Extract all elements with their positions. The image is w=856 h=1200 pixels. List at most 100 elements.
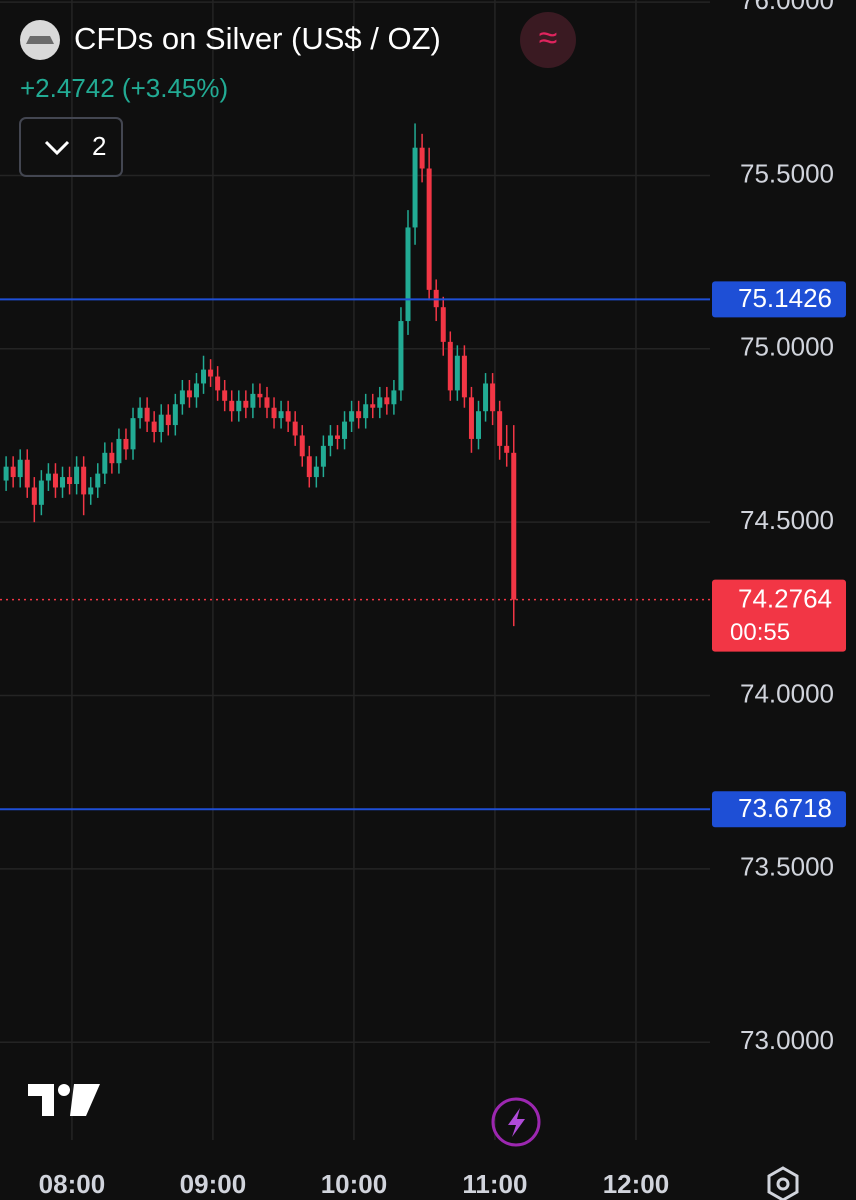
price-line-label-bg bbox=[712, 791, 846, 828]
candle-body bbox=[236, 400, 242, 412]
provider-badge bbox=[520, 12, 576, 68]
candle-body bbox=[208, 369, 214, 377]
provider-icon: ≈ bbox=[539, 19, 558, 57]
candle-body bbox=[363, 404, 369, 419]
candle-body bbox=[468, 397, 474, 439]
candle-body bbox=[165, 414, 171, 426]
candle-body bbox=[137, 407, 143, 419]
candles bbox=[3, 123, 517, 627]
candle-body bbox=[102, 452, 108, 474]
overlay: 75.1426 73.6718 74.2764 00:55 bbox=[0, 281, 846, 828]
candle-body bbox=[264, 397, 270, 408]
candle-body bbox=[356, 411, 362, 419]
candle-body bbox=[299, 435, 305, 457]
countdown: 00:55 bbox=[730, 619, 790, 646]
candle-body bbox=[186, 390, 192, 398]
candle-body bbox=[144, 407, 150, 422]
candle-body bbox=[454, 355, 460, 391]
candle-body bbox=[292, 421, 298, 436]
candle-body bbox=[172, 404, 178, 426]
candle-body bbox=[334, 435, 340, 439]
price-line-label-bg bbox=[712, 281, 846, 318]
candle-body bbox=[116, 438, 122, 464]
y-tick-label: 75.0000 bbox=[740, 332, 834, 362]
candle-body bbox=[17, 459, 23, 478]
candle-body bbox=[461, 355, 467, 398]
candle-body bbox=[405, 227, 411, 322]
candle-body bbox=[257, 393, 263, 398]
y-tick-label: 73.0000 bbox=[740, 1025, 834, 1055]
candle-body bbox=[3, 466, 9, 481]
x-tick-label: 08:00 bbox=[39, 1169, 106, 1199]
candle-body bbox=[306, 456, 312, 478]
candle-body bbox=[370, 404, 376, 408]
candle-body bbox=[511, 452, 517, 600]
candle-body bbox=[95, 473, 101, 488]
last-price-label-bg bbox=[712, 579, 846, 652]
candle-body bbox=[60, 477, 66, 488]
candle-body bbox=[74, 466, 80, 485]
lightning-icon bbox=[508, 1108, 525, 1137]
candle-body bbox=[504, 445, 510, 453]
price-change: +2.4742 (+3.45%) bbox=[20, 73, 228, 103]
x-tick-label: 11:00 bbox=[462, 1169, 527, 1199]
price-line-label: 73.6718 bbox=[738, 793, 832, 823]
candle-body bbox=[158, 414, 164, 433]
candle-body bbox=[320, 445, 326, 467]
candle-body bbox=[151, 421, 157, 433]
candle-body bbox=[313, 466, 319, 478]
x-tick-label: 12:00 bbox=[603, 1169, 670, 1199]
candle-body bbox=[440, 307, 446, 342]
candle-body bbox=[193, 383, 199, 398]
candle-body bbox=[384, 397, 390, 405]
candle-body bbox=[222, 390, 228, 401]
candle-body bbox=[349, 411, 355, 422]
candle-body bbox=[10, 466, 16, 478]
y-tick-label: 75.5000 bbox=[740, 158, 834, 188]
chart-title: CFDs on Silver (US$ / OZ) bbox=[74, 21, 441, 56]
candle-body bbox=[391, 390, 397, 405]
settings[interactable] bbox=[767, 1166, 799, 1200]
candle-body bbox=[419, 147, 425, 169]
candle-body bbox=[109, 452, 115, 464]
candle-body bbox=[38, 480, 44, 505]
candle-body bbox=[342, 421, 348, 439]
y-tick-label: 74.5000 bbox=[740, 505, 834, 535]
y-tick-label: 74.0000 bbox=[740, 678, 834, 708]
x-tick-label: 10:00 bbox=[321, 1169, 388, 1199]
x-tick-label: 09:00 bbox=[180, 1169, 247, 1199]
y-tick-label: 73.5000 bbox=[740, 852, 834, 882]
chevron bbox=[44, 140, 70, 156]
candle-body bbox=[447, 341, 453, 391]
candle-body bbox=[412, 147, 418, 228]
candle-body bbox=[88, 487, 94, 495]
candle-body bbox=[327, 435, 333, 446]
candle-body bbox=[426, 168, 432, 290]
candle-body bbox=[201, 369, 207, 384]
candle-body bbox=[81, 466, 87, 495]
candle-body bbox=[67, 477, 73, 485]
candle-body bbox=[243, 400, 249, 408]
candle-body bbox=[377, 397, 383, 408]
y-tick-label: 76.0000 bbox=[740, 0, 834, 15]
candle-body bbox=[271, 407, 277, 419]
candle-body bbox=[398, 321, 404, 391]
tv-logo bbox=[28, 1084, 100, 1116]
candle-body bbox=[229, 400, 235, 412]
candle-body bbox=[52, 473, 58, 488]
indicators-toggle[interactable] bbox=[19, 117, 123, 177]
quick-trade[interactable] bbox=[491, 1097, 541, 1147]
candle-body bbox=[130, 418, 136, 450]
grid bbox=[0, 0, 710, 1140]
candle-body bbox=[31, 487, 37, 505]
settings-center bbox=[776, 1177, 790, 1191]
candle-body bbox=[476, 411, 482, 439]
candle-body bbox=[45, 473, 51, 481]
symbol-icon-bars bbox=[26, 36, 54, 44]
candle-body bbox=[24, 459, 30, 488]
candle-body bbox=[497, 411, 503, 446]
candle-body bbox=[285, 411, 291, 422]
candle-body bbox=[490, 383, 496, 412]
